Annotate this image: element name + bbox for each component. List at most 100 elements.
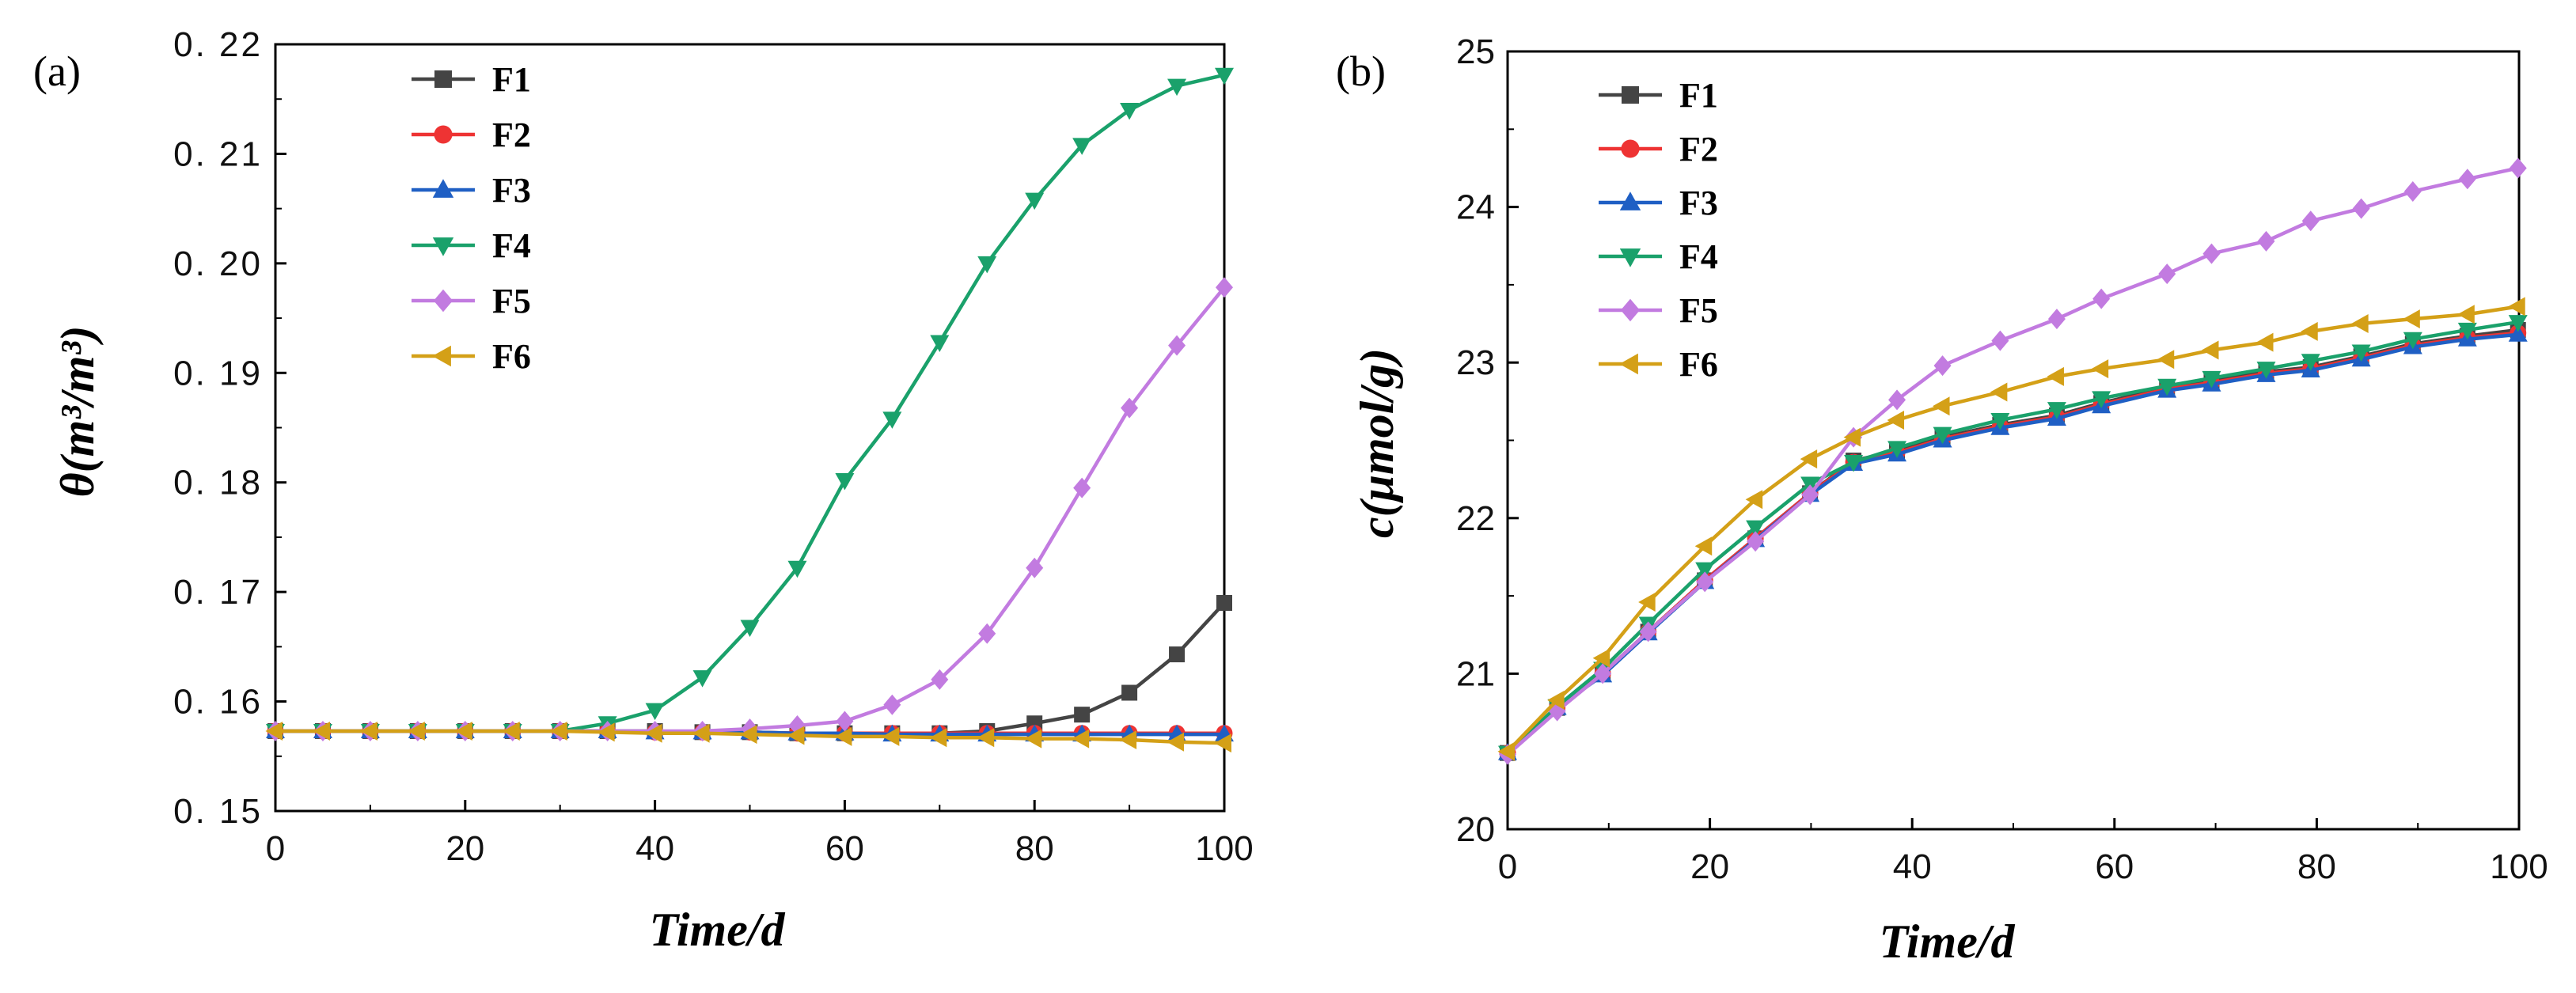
panel-a-x-tick-label: 80 [1015, 829, 1054, 868]
panel-a-data-point-f6 [1119, 730, 1137, 750]
panel-a-legend: F1 F2 F3 F4 F5 F6 [412, 60, 531, 376]
panel-b-chart: (b) c(μmol/g) Time/d 0 20 40 60 80 1002021222… [1336, 32, 2548, 968]
panel-b-data-point-f5 [2352, 198, 2370, 219]
panel-b-data-point-f4 [1695, 562, 1715, 580]
panel-b-data-point-f4 [1844, 455, 1864, 472]
panel-b-data-point-f6 [1638, 592, 1656, 612]
panel-a-data-point-f4 [645, 703, 665, 721]
panel-b-data-point-f6 [1547, 690, 1565, 710]
panel-b-data-point-f6 [2301, 321, 2318, 341]
panel-b-data-point-f5 [1594, 663, 1612, 684]
panel-a-legend-marker [432, 345, 451, 367]
panel-a-data-point-f6 [408, 721, 425, 741]
panel-b-data-point-f5 [1801, 484, 1819, 506]
panel-a-data-point-f6 [929, 728, 947, 748]
panel-b-data-point-f5 [2403, 180, 2422, 202]
panel-b-data-point-f4 [1887, 441, 1907, 458]
panel-b-y-tick-label: 21 [1456, 654, 1495, 693]
panel-a-data-point-f4 [1072, 138, 1092, 155]
panel-b-data-point-f6 [2201, 340, 2219, 360]
panel-a-series-f6 [265, 721, 1231, 753]
panel-b-data-point-f6 [1592, 648, 1610, 668]
panel-b-data-point-f4 [2457, 322, 2477, 340]
panel-a-data-point-f4 [740, 620, 760, 637]
panel-b-legend-label: F4 [1679, 237, 1718, 276]
panel-a-x-tick-label: 20 [446, 829, 484, 868]
panel-a-data-point-f6 [313, 721, 330, 741]
panel-b-series-f5 [1499, 157, 2527, 765]
panel-a-data-point-f5 [883, 694, 901, 715]
panel-a-legend-marker [434, 125, 453, 144]
panel-a-label: (a) [33, 47, 81, 95]
panel-a-y-tick-label: 0. 20 [173, 244, 263, 283]
panel-b-data-point-f4 [2301, 354, 2320, 371]
panel-b-legend-marker [1619, 248, 1641, 267]
panel-b-legend-label: F2 [1679, 130, 1718, 169]
panel-b-data-point-f4 [2508, 315, 2528, 332]
panel-a-data-point-f5 [1073, 477, 1091, 498]
panel-b-x-tick-label: 60 [2095, 847, 2134, 886]
panel-b-legend-entry-f5: F5 [1599, 291, 1718, 330]
panel-b-x-tick-label: 20 [1690, 847, 1729, 886]
panel-a-data-point-f1 [1121, 684, 1138, 701]
panel-a-data-point-f4 [882, 411, 902, 429]
panel-b-legend-entry-f6: F6 [1599, 345, 1718, 384]
panel-b-data-point-f5 [1747, 531, 1765, 552]
panel-b-data-point-f6 [1800, 449, 1818, 469]
panel-b-legend-entry-f2: F2 [1599, 130, 1718, 169]
panel-a-data-point-f6 [1024, 729, 1042, 749]
panel-b-data-point-f4 [1990, 412, 2010, 430]
panel-a-legend-marker [433, 289, 453, 313]
panel-b-legend-label: F3 [1679, 184, 1718, 222]
panel-b-data-point-f6 [2351, 314, 2369, 334]
panel-a-legend-marker [432, 237, 454, 256]
panel-a-data-point-f6 [834, 726, 852, 746]
panel-b-series-f6 [1497, 297, 2525, 761]
panel-a-data-point-f1 [1074, 707, 1091, 723]
panel-b-data-point-f4 [2157, 378, 2177, 396]
panel-b-data-point-f6 [2091, 359, 2109, 379]
panel-b-legend-label: F1 [1679, 76, 1718, 115]
panel-a-data-point-f4 [1120, 103, 1140, 120]
panel-a-data-point-f6 [692, 723, 710, 743]
panel-a-series-f4 [266, 67, 1234, 741]
panel-a-legend-entry-f4: F4 [412, 226, 531, 265]
panel-a-legend-marker [434, 70, 452, 88]
panel-b-legend-label: F6 [1679, 345, 1718, 384]
panel-b-data-point-f6 [1990, 382, 2008, 402]
panel-b-legend-marker [1619, 191, 1641, 210]
panel-b-legend-marker [1619, 353, 1638, 375]
panel-b-y-axis-label: c(μmol/g) [1351, 348, 1403, 538]
panel-a-x-tick-label: 100 [1195, 829, 1253, 868]
panel-a-data-point-f4 [1167, 78, 1187, 97]
panel-b-data-point-f5 [2158, 263, 2176, 285]
panel-b-x-tick-label: 100 [2490, 847, 2548, 886]
panel-a-x-tick-label: 40 [635, 829, 674, 868]
panel-a-y-tick-label: 0. 17 [173, 573, 263, 612]
panel-b-plot-frame [1506, 50, 2521, 831]
panel-a-data-point-f6 [1072, 729, 1090, 749]
panel-b-y-tick-label: 23 [1456, 343, 1495, 382]
panel-b-data-point-f6 [1933, 396, 1950, 416]
panel-b-data-point-f5 [2257, 230, 2275, 252]
panel-b-data-point-f6 [2403, 309, 2420, 329]
panel-b-series-line-f3 [1506, 332, 2518, 755]
panel-b-data-point-f4 [1933, 426, 1952, 445]
panel-a-data-point-f6 [360, 721, 377, 741]
panel-b-data-point-f6 [2256, 332, 2274, 352]
panel-b-series [1497, 157, 2528, 765]
panel-b-data-point-f5 [2509, 157, 2527, 179]
panel-b-legend-marker [1622, 86, 1639, 104]
panel-a-data-point-f5 [931, 669, 949, 690]
panel-b-y-tick-label: 25 [1456, 32, 1495, 71]
panel-b-y-tick-label: 20 [1456, 810, 1495, 849]
panel-a-data-point-f6 [503, 721, 520, 741]
panel-b-data-point-f4 [1746, 520, 1766, 538]
panel-b-data-point-f5 [2047, 309, 2066, 330]
panel-b-data-point-f4 [2092, 391, 2111, 408]
panel-a-data-point-f4 [977, 256, 997, 274]
panel-a-legend-label: F1 [492, 60, 531, 99]
panel-b-data-point-f6 [1497, 741, 1515, 761]
